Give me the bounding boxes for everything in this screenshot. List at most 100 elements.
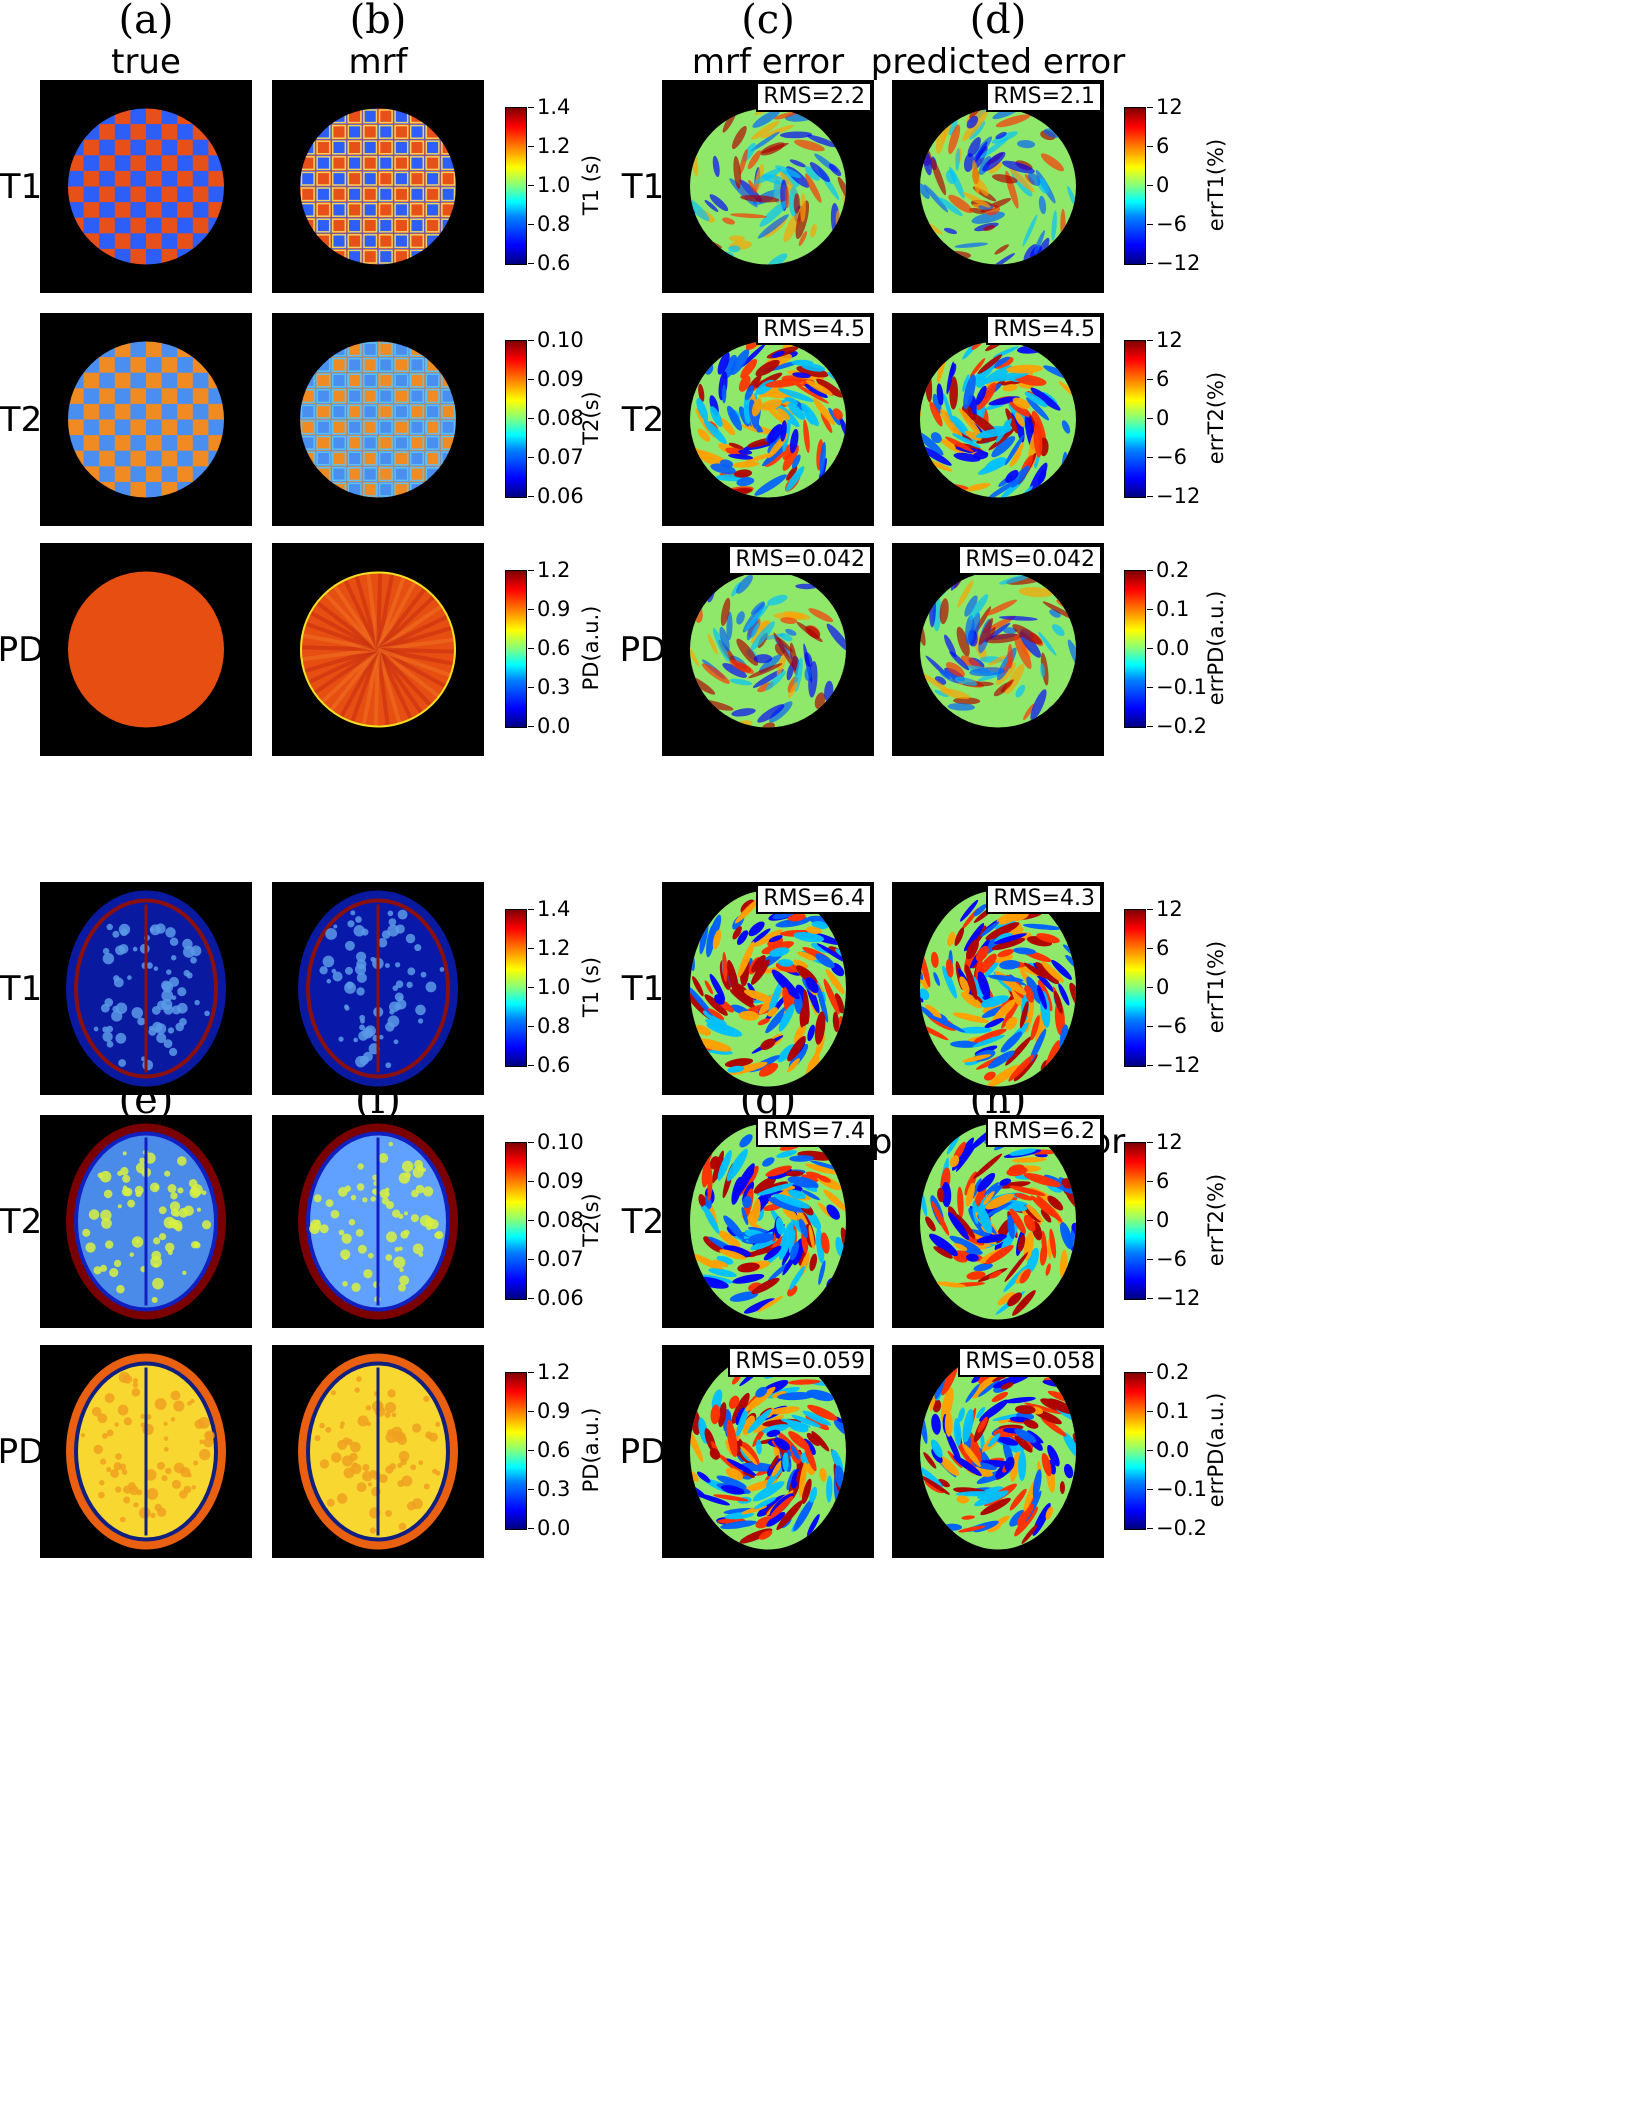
panel-phantom-predicted-error-t1: RMS=2.1	[892, 80, 1104, 293]
row-label-right-t1: T1	[621, 968, 665, 1009]
subfigure-letter-right-0: (c)	[741, 0, 795, 43]
rms-badge: RMS=0.042	[958, 545, 1102, 575]
rms-badge: RMS=0.058	[958, 1347, 1102, 1377]
rms-badge: RMS=7.4	[756, 1117, 872, 1147]
subfigure-letter-right-1: (d)	[969, 0, 1027, 43]
row-label-right-pd: PD	[619, 1431, 667, 1472]
colorbar-tick: 0.10	[528, 1130, 584, 1154]
colorbar-tick: 0	[1146, 1208, 1170, 1232]
colorbar-right-pd	[1124, 570, 1146, 728]
rms-badge: RMS=2.2	[756, 82, 872, 112]
row-label-left-t2: T2	[0, 399, 43, 440]
colorbar-tick: 12	[1147, 1130, 1183, 1154]
error-map	[690, 108, 846, 265]
panel-brain-true-pd	[40, 1345, 252, 1558]
colorbar-label: T2(s)	[579, 391, 603, 445]
rms-badge: RMS=6.2	[986, 1117, 1102, 1147]
colorbar-label: errT1(%)	[1204, 940, 1228, 1034]
panel-phantom-predicted-error-pd: RMS=0.042	[892, 543, 1104, 756]
subfigure-letter-left-0: (a)	[118, 0, 174, 43]
colorbar-right-pd	[1124, 1372, 1146, 1530]
colorbar-tick: 1.2	[527, 1360, 571, 1384]
colorbar-right-t2	[1124, 1142, 1146, 1300]
rms-badge: RMS=2.1	[986, 82, 1102, 112]
panel-brain-mrf-error-t2: RMS=7.4	[662, 1115, 874, 1328]
colorbar-tick: −12	[1146, 251, 1201, 275]
error-map	[920, 571, 1076, 728]
row-label-right-t2: T2	[621, 1201, 665, 1242]
phantom-disk	[68, 108, 224, 265]
error-map	[690, 890, 846, 1087]
colorbar-tick: 0.0	[527, 1516, 571, 1540]
colorbar-tick: 1.2	[527, 134, 571, 158]
row-label-left-pd: PD	[0, 629, 45, 670]
panel-phantom-true-t2	[40, 313, 252, 526]
panel-brain-predicted-error-t2: RMS=6.2	[892, 1115, 1104, 1328]
colorbar-tick: −12	[1146, 1053, 1201, 1077]
brain-slice	[66, 1123, 226, 1320]
panel-phantom-mrf-t2	[272, 313, 484, 526]
colorbar-tick: −0.1	[1147, 1477, 1207, 1501]
colorbar-tick: 0.09	[528, 367, 584, 391]
panel-brain-mrf-t1	[272, 882, 484, 1095]
error-map	[920, 341, 1076, 498]
colorbar-tick: 0.2	[1146, 1360, 1190, 1384]
colorbar-tick: −6	[1147, 212, 1187, 236]
colorbar-left-pd	[505, 1372, 527, 1530]
colorbar-tick: 0.9	[527, 1399, 571, 1423]
panel-phantom-mrf-error-t2: RMS=4.5	[662, 313, 874, 526]
colorbar-tick: 0.08	[528, 1208, 584, 1232]
error-map	[690, 571, 846, 728]
colorbar-tick: 0.1	[1146, 597, 1190, 621]
colorbar-tick: 0.8	[527, 1014, 571, 1038]
column-title-left-1: mrf	[348, 42, 408, 82]
panel-phantom-mrf-t1	[272, 80, 484, 293]
column-title-right-0: mrf error	[691, 42, 845, 82]
brain-slice	[66, 890, 226, 1087]
colorbar-tick: 1.4	[527, 95, 571, 119]
panel-brain-mrf-error-pd: RMS=0.059	[662, 1345, 874, 1558]
colorbar-tick: 0.07	[528, 445, 584, 469]
colorbar-label: errPD(a.u.)	[1204, 590, 1228, 706]
row-label-right-t2: T2	[621, 399, 665, 440]
panel-phantom-true-pd	[40, 543, 252, 756]
row-label-right-t1: T1	[621, 166, 665, 207]
rms-badge: RMS=0.042	[728, 545, 872, 575]
colorbar-tick: 0.6	[527, 636, 571, 660]
colorbar-tick: 0.2	[1146, 558, 1190, 582]
phantom-disk	[300, 571, 456, 728]
colorbar-tick: −6	[1147, 1247, 1187, 1271]
colorbar-tick: 0	[1146, 173, 1170, 197]
colorbar-tick: 1.0	[527, 975, 571, 999]
brain-slice	[298, 1123, 458, 1320]
colorbar-tick: 6	[1146, 1169, 1170, 1193]
panel-phantom-mrf-error-pd: RMS=0.042	[662, 543, 874, 756]
colorbar-tick: 0.0	[1146, 1438, 1190, 1462]
error-map	[690, 1353, 846, 1550]
row-label-left-t1: T1	[0, 968, 43, 1009]
error-map	[920, 108, 1076, 265]
phantom-disk	[68, 341, 224, 498]
error-map	[920, 890, 1076, 1087]
colorbar-tick: 0.0	[527, 714, 571, 738]
error-map	[690, 341, 846, 498]
error-map	[920, 1123, 1076, 1320]
colorbar-left-t2	[505, 1142, 527, 1300]
row-label-right-pd: PD	[619, 629, 667, 670]
panel-brain-predicted-error-t1: RMS=4.3	[892, 882, 1104, 1095]
colorbar-label: PD(a.u.)	[579, 1407, 603, 1493]
colorbar-right-t2	[1124, 340, 1146, 498]
colorbar-label: T1 (s)	[579, 154, 603, 216]
panel-phantom-true-t1	[40, 80, 252, 293]
colorbar-label: T1 (s)	[579, 956, 603, 1018]
colorbar-tick: 0.3	[527, 675, 571, 699]
brain-slice	[66, 1353, 226, 1550]
colorbar-tick: 0	[1146, 975, 1170, 999]
colorbar-tick: −0.2	[1147, 1516, 1207, 1540]
colorbar-tick: 6	[1146, 367, 1170, 391]
colorbar-tick: 1.2	[527, 558, 571, 582]
colorbar-tick: 0.10	[528, 328, 584, 352]
rms-badge: RMS=4.5	[986, 315, 1102, 345]
error-map	[920, 1353, 1076, 1550]
colorbar-tick: 0.0	[1146, 636, 1190, 660]
